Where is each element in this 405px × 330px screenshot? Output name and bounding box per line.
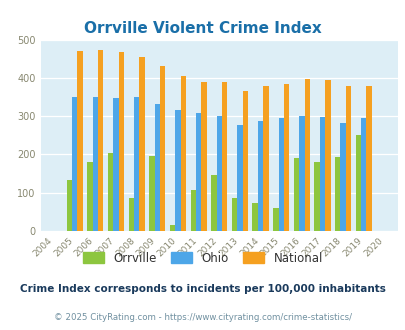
Bar <box>211 176 216 231</box>
Bar <box>242 90 247 231</box>
Bar <box>340 123 345 231</box>
Bar <box>149 156 154 231</box>
Bar <box>324 80 330 231</box>
Bar <box>66 180 72 231</box>
Bar <box>257 121 262 231</box>
Bar <box>252 203 257 231</box>
Bar <box>113 98 118 231</box>
Bar <box>216 116 222 231</box>
Text: © 2025 CityRating.com - https://www.cityrating.com/crime-statistics/: © 2025 CityRating.com - https://www.city… <box>54 313 351 322</box>
Bar <box>190 190 196 231</box>
Bar <box>355 135 360 231</box>
Bar <box>304 79 309 231</box>
Bar <box>180 76 185 231</box>
Bar <box>283 84 288 231</box>
Legend: Orrville, Ohio, National: Orrville, Ohio, National <box>78 247 327 269</box>
Bar <box>273 208 278 231</box>
Bar <box>313 162 319 231</box>
Bar <box>87 162 92 231</box>
Text: Orrville Violent Crime Index: Orrville Violent Crime Index <box>84 21 321 36</box>
Bar <box>175 111 180 231</box>
Bar <box>72 97 77 231</box>
Bar <box>298 116 304 231</box>
Bar <box>237 125 242 231</box>
Bar <box>139 57 144 231</box>
Bar <box>231 198 237 231</box>
Bar <box>98 50 103 231</box>
Text: Crime Index corresponds to incidents per 100,000 inhabitants: Crime Index corresponds to incidents per… <box>20 284 385 294</box>
Bar <box>77 51 83 231</box>
Bar <box>154 104 160 231</box>
Bar <box>128 198 134 231</box>
Bar <box>196 113 201 231</box>
Bar <box>293 158 298 231</box>
Bar <box>222 82 227 231</box>
Bar <box>345 85 350 231</box>
Bar <box>118 52 124 231</box>
Bar <box>134 97 139 231</box>
Bar <box>278 118 283 231</box>
Bar <box>319 117 324 231</box>
Bar <box>108 152 113 231</box>
Bar <box>92 97 98 231</box>
Bar <box>360 118 366 231</box>
Bar <box>160 66 165 231</box>
Bar <box>262 86 268 231</box>
Bar <box>366 85 371 231</box>
Bar <box>201 82 206 231</box>
Bar <box>334 157 340 231</box>
Bar <box>169 225 175 231</box>
